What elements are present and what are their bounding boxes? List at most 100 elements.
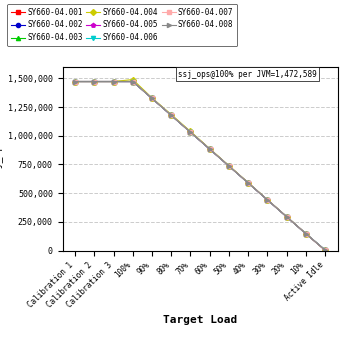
SY660-04.003	[304, 231, 308, 236]
SY660-04.007	[208, 147, 212, 151]
SY660-04.001	[169, 113, 173, 117]
SY660-04.003	[92, 79, 96, 84]
SY660-04.004	[304, 231, 308, 236]
SY660-04.006	[285, 215, 289, 219]
Text: ssj_ops@100% per JVM=1,472,589: ssj_ops@100% per JVM=1,472,589	[178, 70, 317, 79]
SY660-04.005	[92, 79, 96, 84]
SY660-04.007	[111, 79, 116, 84]
SY660-04.001	[265, 198, 269, 202]
SY660-04.006	[265, 198, 269, 202]
SY660-04.003	[73, 79, 77, 84]
Line: SY660-04.002: SY660-04.002	[73, 79, 327, 252]
SY660-04.006	[227, 164, 231, 168]
SY660-04.008	[246, 181, 250, 185]
Y-axis label: ssj_ops: ssj_ops	[0, 138, 2, 179]
SY660-04.002	[323, 248, 327, 252]
SY660-04.008	[131, 79, 135, 84]
SY660-04.001	[208, 147, 212, 151]
SY660-04.005	[227, 164, 231, 168]
SY660-04.002	[304, 231, 308, 236]
SY660-04.001	[188, 130, 192, 134]
SY660-04.007	[265, 198, 269, 202]
SY660-04.004	[265, 198, 269, 202]
SY660-04.001	[304, 231, 308, 236]
SY660-04.001	[150, 96, 154, 101]
SY660-04.006	[246, 181, 250, 185]
Line: SY660-04.003: SY660-04.003	[73, 79, 327, 252]
SY660-04.007	[304, 231, 308, 236]
SY660-04.007	[285, 215, 289, 219]
SY660-04.006	[73, 79, 77, 84]
SY660-04.008	[265, 198, 269, 202]
Line: SY660-04.005: SY660-04.005	[73, 79, 327, 252]
Line: SY660-04.001: SY660-04.001	[73, 79, 327, 252]
SY660-04.003	[227, 164, 231, 168]
SY660-04.008	[227, 164, 231, 168]
SY660-04.001	[111, 79, 116, 84]
SY660-04.003	[265, 198, 269, 202]
SY660-04.001	[246, 181, 250, 185]
SY660-04.005	[323, 248, 327, 252]
Line: SY660-04.007: SY660-04.007	[73, 79, 327, 252]
SY660-04.004	[131, 78, 135, 82]
SY660-04.005	[304, 231, 308, 236]
SY660-04.007	[131, 79, 135, 84]
SY660-04.005	[208, 147, 212, 151]
SY660-04.004	[227, 164, 231, 168]
SY660-04.008	[285, 215, 289, 219]
SY660-04.002	[227, 164, 231, 168]
Line: SY660-04.006: SY660-04.006	[73, 79, 327, 252]
SY660-04.003	[323, 248, 327, 252]
SY660-04.007	[323, 248, 327, 252]
SY660-04.005	[131, 79, 135, 84]
Legend: SY660-04.001, SY660-04.002, SY660-04.003, SY660-04.004, SY660-04.005, SY660-04.0: SY660-04.001, SY660-04.002, SY660-04.003…	[7, 4, 237, 46]
SY660-04.007	[92, 79, 96, 84]
SY660-04.001	[323, 248, 327, 252]
SY660-04.006	[92, 79, 96, 84]
SY660-04.005	[73, 79, 77, 84]
SY660-04.003	[188, 130, 192, 134]
SY660-04.006	[323, 248, 327, 252]
SY660-04.003	[150, 96, 154, 101]
SY660-04.007	[150, 96, 154, 101]
SY660-04.003	[131, 79, 135, 84]
SY660-04.008	[111, 79, 116, 84]
SY660-04.003	[169, 113, 173, 117]
Line: SY660-04.008: SY660-04.008	[73, 79, 327, 252]
SY660-04.002	[285, 215, 289, 219]
SY660-04.008	[73, 79, 77, 84]
SY660-04.004	[246, 181, 250, 185]
SY660-04.005	[285, 215, 289, 219]
SY660-04.005	[111, 79, 116, 84]
SY660-04.006	[169, 113, 173, 117]
Line: SY660-04.004: SY660-04.004	[73, 78, 327, 252]
SY660-04.004	[73, 79, 77, 84]
SY660-04.004	[285, 214, 289, 219]
SY660-04.002	[169, 113, 173, 117]
SY660-04.004	[169, 112, 173, 117]
SY660-04.002	[265, 198, 269, 202]
SY660-04.005	[150, 96, 154, 101]
SY660-04.002	[208, 147, 212, 151]
SY660-04.007	[169, 113, 173, 117]
SY660-04.004	[323, 248, 327, 252]
SY660-04.006	[188, 130, 192, 134]
SY660-04.007	[246, 181, 250, 185]
SY660-04.001	[73, 79, 77, 84]
X-axis label: Target Load: Target Load	[163, 315, 237, 325]
SY660-04.007	[188, 130, 192, 134]
SY660-04.008	[92, 79, 96, 84]
SY660-04.008	[323, 248, 327, 252]
SY660-04.004	[188, 129, 192, 134]
SY660-04.004	[92, 79, 96, 84]
SY660-04.005	[188, 130, 192, 134]
SY660-04.005	[265, 198, 269, 202]
SY660-04.004	[208, 147, 212, 151]
SY660-04.006	[131, 79, 135, 84]
SY660-04.006	[304, 231, 308, 236]
SY660-04.001	[131, 79, 135, 84]
SY660-04.002	[150, 96, 154, 101]
SY660-04.006	[208, 147, 212, 151]
SY660-04.007	[227, 164, 231, 168]
SY660-04.008	[304, 231, 308, 236]
